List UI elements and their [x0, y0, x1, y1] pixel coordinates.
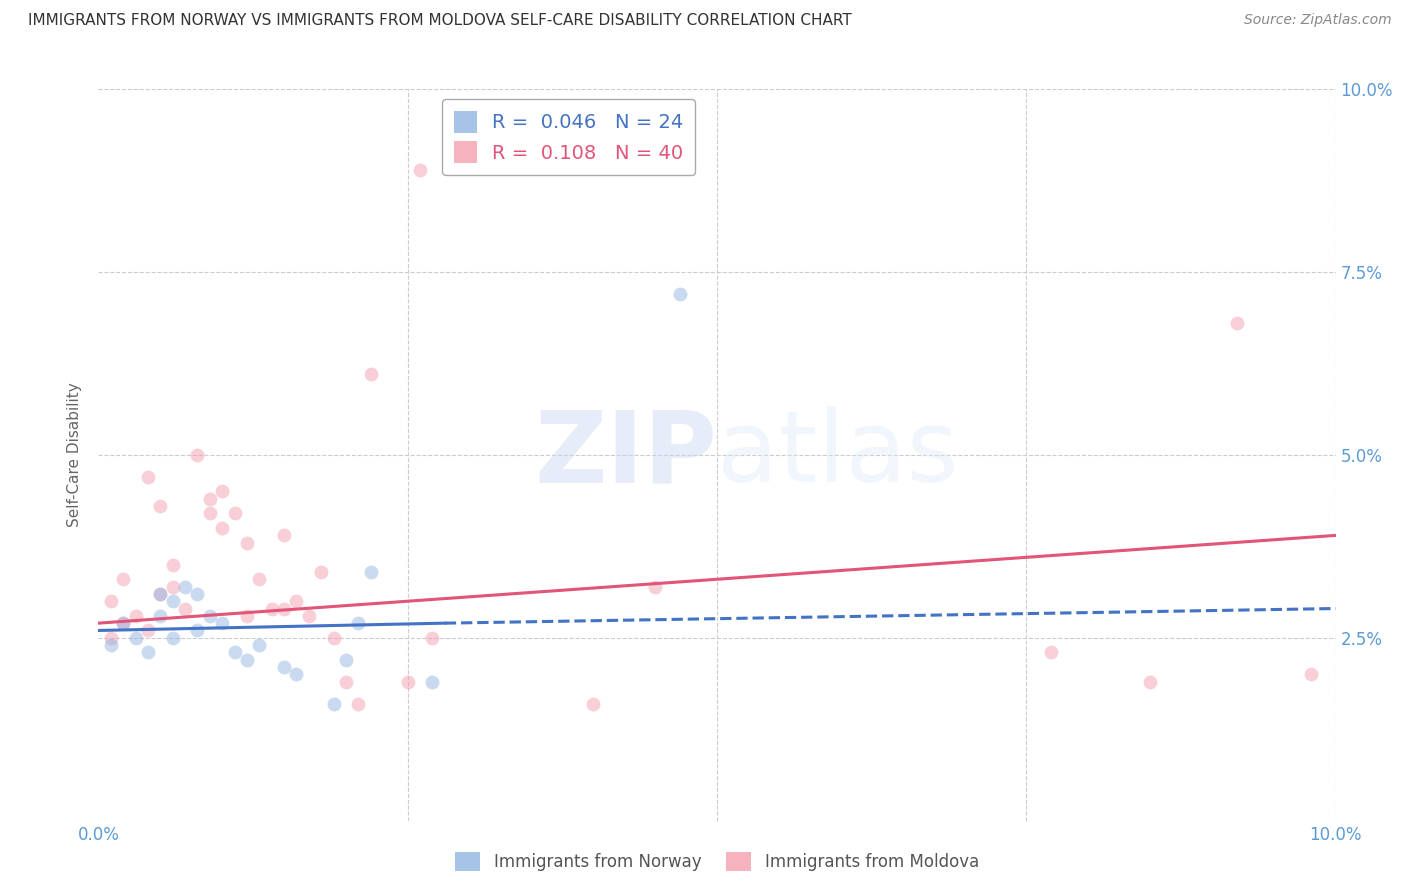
Point — [149, 587, 172, 601]
Point — [198, 608, 221, 623]
Point — [124, 631, 146, 645]
Point — [273, 528, 295, 542]
Point — [174, 601, 197, 615]
Point — [112, 616, 135, 631]
Point — [298, 608, 321, 623]
Point — [112, 616, 135, 631]
Point — [422, 674, 444, 689]
Point — [396, 674, 419, 689]
Point — [247, 572, 270, 586]
Point — [162, 594, 184, 608]
Point — [136, 624, 159, 638]
Point — [149, 499, 172, 513]
Point — [309, 565, 332, 579]
Point — [136, 645, 159, 659]
Point — [669, 287, 692, 301]
Point — [285, 594, 308, 608]
Point — [335, 674, 357, 689]
Text: atlas: atlas — [717, 407, 959, 503]
Y-axis label: Self-Care Disability: Self-Care Disability — [67, 383, 83, 527]
Point — [136, 470, 159, 484]
Point — [260, 601, 283, 615]
Point — [124, 608, 146, 623]
Point — [360, 565, 382, 579]
Point — [273, 601, 295, 615]
Point — [224, 507, 246, 521]
Legend: Immigrants from Norway, Immigrants from Moldova: Immigrants from Norway, Immigrants from … — [449, 846, 986, 878]
Point — [162, 631, 184, 645]
Point — [273, 660, 295, 674]
Point — [236, 653, 259, 667]
Text: ZIP: ZIP — [534, 407, 717, 503]
Point — [322, 631, 344, 645]
Point — [409, 162, 432, 177]
Point — [285, 667, 308, 681]
Point — [1226, 316, 1249, 330]
Point — [186, 587, 208, 601]
Point — [162, 558, 184, 572]
Point — [360, 368, 382, 382]
Point — [100, 594, 122, 608]
Text: Source: ZipAtlas.com: Source: ZipAtlas.com — [1244, 13, 1392, 28]
Text: IMMIGRANTS FROM NORWAY VS IMMIGRANTS FROM MOLDOVA SELF-CARE DISABILITY CORRELATI: IMMIGRANTS FROM NORWAY VS IMMIGRANTS FRO… — [28, 13, 852, 29]
Point — [335, 653, 357, 667]
Point — [211, 484, 233, 499]
Point — [198, 491, 221, 506]
Point — [247, 638, 270, 652]
Point — [149, 587, 172, 601]
Point — [322, 697, 344, 711]
Point — [198, 507, 221, 521]
Point — [1040, 645, 1063, 659]
Point — [644, 580, 666, 594]
Point — [100, 638, 122, 652]
Point — [224, 645, 246, 659]
Point — [211, 616, 233, 631]
Point — [1299, 667, 1322, 681]
Point — [422, 631, 444, 645]
Point — [236, 608, 259, 623]
Point — [149, 608, 172, 623]
Point — [112, 572, 135, 586]
Point — [100, 631, 122, 645]
Point — [236, 535, 259, 549]
Point — [347, 697, 370, 711]
Point — [211, 521, 233, 535]
Point — [162, 580, 184, 594]
Point — [174, 580, 197, 594]
Point — [1139, 674, 1161, 689]
Point — [186, 448, 208, 462]
Point — [347, 616, 370, 631]
Point — [582, 697, 605, 711]
Point — [186, 624, 208, 638]
